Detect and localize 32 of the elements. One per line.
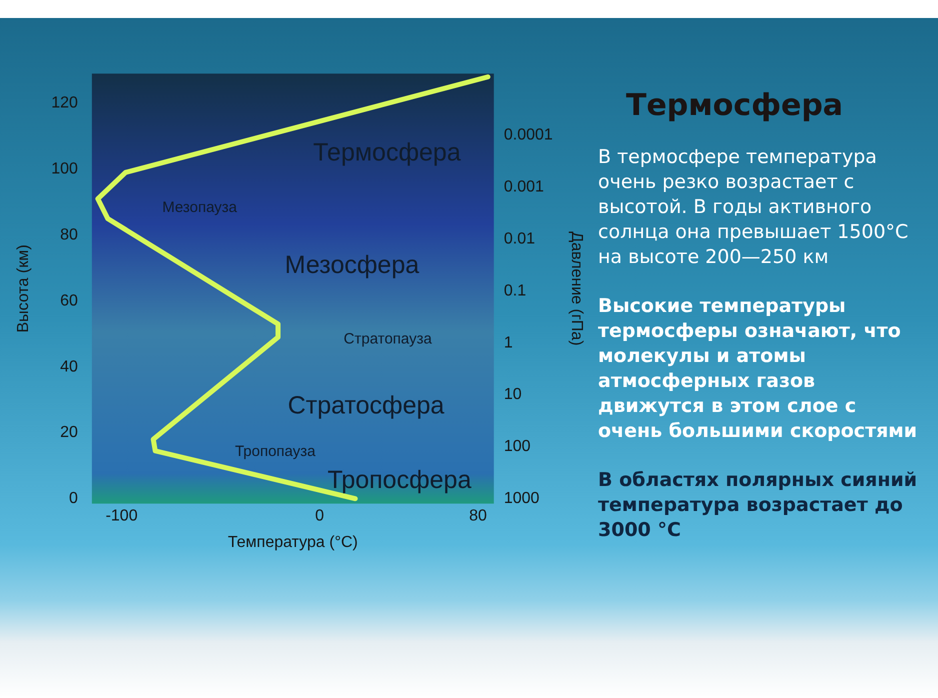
y2-tick-label: 100	[504, 438, 531, 456]
text: В термосфере температура очень резко возрастает с высотой. В годы активного солнца она превышает 1500°С на высоте 200—250 км	[598, 145, 910, 270]
x-tick-label: 0	[315, 508, 324, 525]
y2-tick-label: 10	[504, 386, 522, 404]
text: Термосфера	[626, 88, 844, 123]
y2-tick-label: 1	[504, 334, 513, 352]
y-tick-label: 20	[60, 424, 78, 442]
x-tick-label: -100	[106, 508, 138, 525]
y2-tick-label: 0.001	[504, 178, 544, 196]
x-tick-label: 80	[469, 508, 488, 525]
annotation: Мезосфера	[284, 251, 420, 280]
annotation: Тропопауза	[234, 443, 316, 460]
x-axis-title: Температура (°C)	[228, 534, 358, 551]
y2-tick-label: 0.1	[504, 282, 526, 300]
y-tick-label: 120	[51, 94, 78, 112]
annotation: Тропосфера	[327, 466, 472, 494]
y2-axis-title: Давление (гПа)	[568, 232, 585, 346]
y-tick-label: 0	[68, 490, 78, 508]
y2-tick-label: 0.0001	[504, 126, 553, 144]
annotation: Стратопауза	[344, 330, 432, 348]
y2-tick-label: 1000	[504, 490, 540, 507]
annotation: Термосфера	[313, 138, 461, 166]
y2-tick-label: 0.01	[504, 230, 536, 248]
annotation: Мезопауза	[162, 198, 238, 216]
y-tick-label: 40	[60, 358, 78, 376]
y-tick-label: 60	[60, 292, 78, 310]
annotation: Стратосфера	[288, 391, 444, 420]
y-tick-label: 80	[60, 226, 78, 244]
y-axis-title: Высота (км)	[15, 244, 32, 333]
text: В областях полярных сияний температура возрастает до 3000 °С	[598, 468, 918, 543]
y-tick-label: 100	[51, 160, 78, 178]
text: Высокие температуры термосферы означают, что молекулы и атомы атмосферных газов движутся в этом слое с очень большими скоростями	[598, 294, 918, 444]
